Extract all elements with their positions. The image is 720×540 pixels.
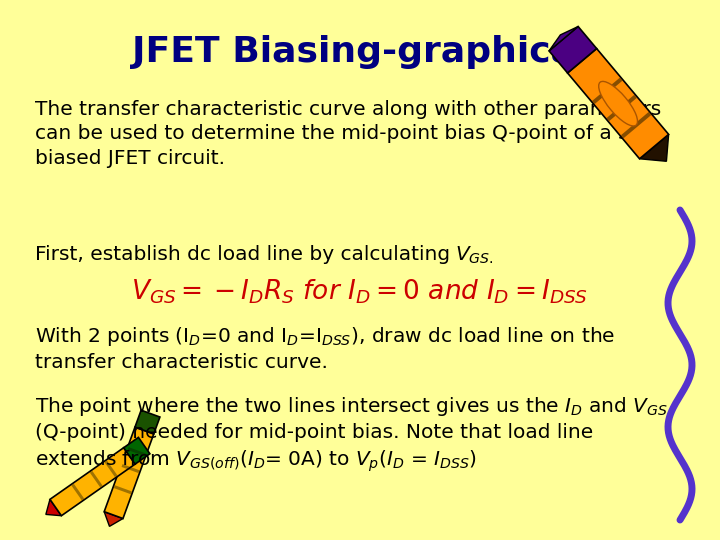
Text: The point where the two lines intersect gives us the $\mathit{I_D}$ and $\mathit: The point where the two lines intersect …: [35, 395, 667, 474]
Text: $\mathit{V_{GS.}}$: $\mathit{V_{GS.}}$: [455, 245, 494, 266]
Text: $\mathbf{\mathit{V_{GS}= -I_DR_S\ for\ I_D=0\ and\ I_D=I_{DSS}}}$: $\mathbf{\mathit{V_{GS}= -I_DR_S\ for\ I…: [132, 278, 588, 307]
Polygon shape: [621, 112, 651, 138]
Polygon shape: [122, 464, 140, 473]
Polygon shape: [104, 461, 117, 477]
Polygon shape: [127, 447, 145, 456]
Polygon shape: [104, 427, 154, 518]
Polygon shape: [46, 500, 61, 516]
Polygon shape: [90, 471, 103, 488]
Polygon shape: [135, 410, 160, 434]
Ellipse shape: [598, 82, 637, 126]
Polygon shape: [549, 26, 597, 73]
Polygon shape: [549, 26, 578, 51]
Polygon shape: [639, 134, 669, 161]
Polygon shape: [606, 95, 636, 121]
Polygon shape: [114, 485, 132, 494]
Text: The transfer characteristic curve along with other parameters
can be used to det: The transfer characteristic curve along …: [35, 100, 661, 167]
Polygon shape: [50, 448, 135, 516]
Text: First, establish dc load line by calculating: First, establish dc load line by calcula…: [35, 245, 456, 264]
Text: With 2 points (I$_D$=0 and I$_D$=I$_{DSS}$), draw dc load line on the
transfer c: With 2 points (I$_D$=0 and I$_D$=I$_{DSS…: [35, 325, 615, 372]
Polygon shape: [71, 484, 84, 500]
Polygon shape: [104, 512, 123, 526]
Polygon shape: [124, 437, 150, 464]
Polygon shape: [567, 49, 669, 159]
Text: JFET Biasing-graphical: JFET Biasing-graphical: [132, 35, 588, 69]
Polygon shape: [592, 78, 622, 104]
